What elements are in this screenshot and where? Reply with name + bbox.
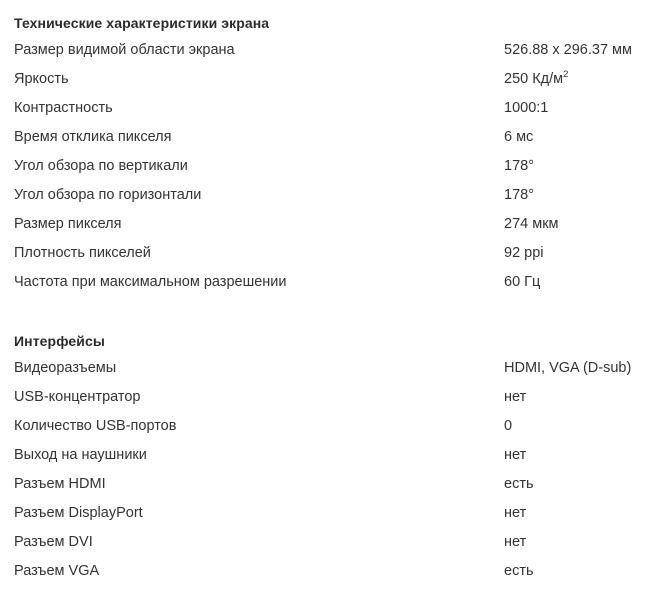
spec-label: Время отклика пикселя [14, 129, 172, 145]
dotted-leader [244, 55, 495, 56]
dotted-leader [108, 576, 495, 577]
spec-row: Выход на наушники нет [0, 446, 668, 475]
spec-label: Количество USB-портов [14, 418, 177, 434]
spec-label: Угол обзора по горизонтали [14, 187, 202, 203]
dotted-leader [156, 460, 495, 461]
spec-list-screen-specs: Размер видимой области экрана 526.88 x 29… [0, 41, 668, 302]
spec-label: Размер видимой области экрана [14, 42, 235, 58]
spec-value: нет [504, 447, 527, 463]
spec-value: нет [504, 505, 527, 521]
spec-value: нет [504, 389, 527, 405]
spec-row: Частота при максимальном разрешении 60 Гц [0, 273, 668, 302]
dotted-leader [295, 287, 495, 288]
spec-value: 6 мс [504, 129, 534, 145]
dotted-leader [130, 229, 495, 230]
spec-row: Размер пикселя 274 мкм [0, 215, 668, 244]
spec-value: есть [504, 476, 534, 492]
spec-row: Контрастность 1000:1 [0, 99, 668, 128]
section-heading-screen-specs: Технические характеристики экрана [14, 15, 270, 31]
spec-row: Видеоразъемы HDMI, VGA (D-sub) [0, 359, 668, 388]
section-heading-interfaces: Интерфейсы [14, 333, 105, 349]
spec-label: Разъем DVI [14, 534, 93, 550]
dotted-leader [115, 489, 495, 490]
spec-row: Угол обзора по вертикали 178° [0, 157, 668, 186]
spec-value: 60 Гц [504, 274, 541, 290]
spec-row: Количество USB-портов 0 [0, 417, 668, 446]
spec-list-interfaces: Видеоразъемы HDMI, VGA (D-sub) USB-концент… [0, 359, 668, 591]
dotted-leader [102, 547, 495, 548]
spec-row: Разъем HDMI есть [0, 475, 668, 504]
spec-row: Время отклика пикселя 6 мс [0, 128, 668, 157]
spec-row: Разъем DVI нет [0, 533, 668, 562]
spec-value: 526.88 x 296.37 мм [504, 42, 632, 58]
spec-row: Плотность пикселей 92 ppi [0, 244, 668, 273]
spec-label: Яркость [14, 71, 69, 87]
spec-value: 178° [504, 158, 534, 174]
spec-label: USB-концентратор [14, 389, 141, 405]
spec-label: Контрастность [14, 100, 113, 116]
spec-value: 0 [504, 418, 513, 434]
spec-value: есть [504, 563, 534, 579]
dotted-leader [150, 402, 496, 403]
spec-value: HDMI, VGA (D-sub) [504, 360, 632, 376]
dotted-leader [122, 113, 495, 114]
spec-value: нет [504, 534, 527, 550]
section-screen-specs: Технические характеристики экрана Размер… [0, 0, 668, 302]
spec-value: 178° [504, 187, 534, 203]
spec-value: 1000:1 [504, 100, 549, 116]
spec-label: Выход на наушники [14, 447, 147, 463]
dotted-leader [197, 171, 495, 172]
spec-label: Частота при максимальном разрешении [14, 274, 287, 290]
spec-label: Угол обзора по вертикали [14, 158, 188, 174]
spec-row: Разъем VGA есть [0, 562, 668, 591]
spec-label: Размер пикселя [14, 216, 122, 232]
spec-row: Размер видимой области экрана 526.88 x 29… [0, 41, 668, 70]
spec-label: Видеоразъемы [14, 360, 117, 376]
spec-label: Разъем VGA [14, 563, 100, 579]
dotted-leader [78, 84, 495, 85]
spec-row: USB-концентратор нет [0, 388, 668, 417]
spec-row: Яркость 250 Кд/м2 [0, 70, 668, 99]
dotted-leader [125, 373, 495, 374]
dotted-leader [160, 258, 495, 259]
spec-value: 92 ppi [504, 245, 544, 261]
spec-row: Угол обзора по горизонтали 178° [0, 186, 668, 215]
spec-row: Разъем DisplayPort нет [0, 504, 668, 533]
spec-label: Разъем HDMI [14, 476, 106, 492]
spec-value: 250 Кд/м2 [504, 69, 569, 87]
spec-label: Разъем DisplayPort [14, 505, 143, 521]
section-interfaces: Интерфейсы Видеоразъемы HDMI, VGA (D-sub)… [0, 302, 668, 591]
spec-value: 274 мкм [504, 216, 559, 232]
dotted-leader [152, 518, 495, 519]
dotted-leader [185, 431, 495, 432]
spec-label: Плотность пикселей [14, 245, 151, 261]
dotted-leader [180, 142, 495, 143]
dotted-leader [210, 200, 495, 201]
